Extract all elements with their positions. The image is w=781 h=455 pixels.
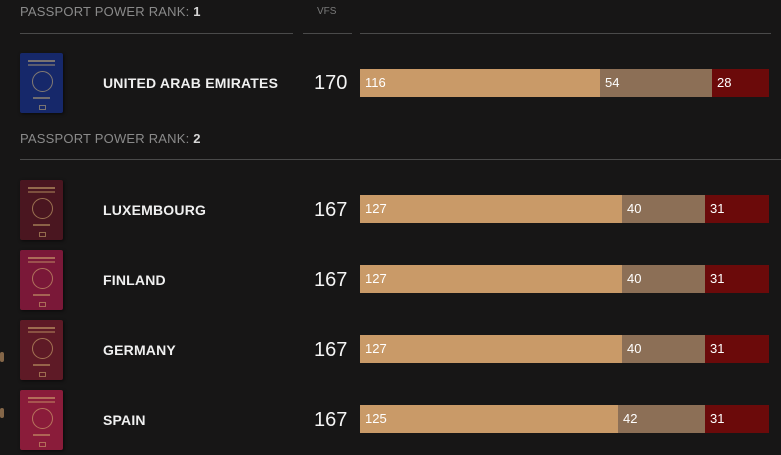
visa-on-arrival-segment: 54 — [600, 69, 712, 97]
country-name: LUXEMBOURG — [103, 202, 207, 218]
edge-decoration — [0, 408, 4, 418]
passport-cover-image — [20, 250, 63, 310]
visa-free-segment: 116 — [360, 69, 600, 97]
visa-on-arrival-segment: 42 — [618, 405, 705, 433]
country-row-spain[interactable]: SPAIN 167 125 42 31 — [0, 390, 781, 450]
divider — [360, 33, 771, 34]
visa-stacked-bar: 127 40 31 — [360, 195, 769, 223]
vfs-score: 167 — [314, 269, 348, 291]
rank-number: 1 — [193, 4, 201, 19]
vfs-score: 167 — [314, 339, 348, 361]
rank-header-2: PASSPORT POWER RANK: 2 — [20, 127, 781, 157]
visa-stacked-bar: 127 40 31 — [360, 335, 769, 363]
visa-on-arrival-segment: 40 — [622, 195, 705, 223]
passport-cover-image — [20, 390, 63, 450]
passport-cover-image — [20, 320, 63, 380]
emblem-icon — [32, 268, 53, 289]
rank-label: PASSPORT POWER RANK: 2 — [20, 131, 201, 146]
country-row-luxembourg[interactable]: LUXEMBOURG 167 127 40 31 — [0, 180, 781, 240]
edge-decoration — [0, 352, 4, 362]
country-row-finland[interactable]: FINLAND 167 127 40 31 — [0, 250, 781, 310]
visa-required-segment: 28 — [712, 69, 769, 97]
vfs-score: 167 — [314, 409, 348, 431]
visa-stacked-bar: 125 42 31 — [360, 405, 769, 433]
rank-header-1: PASSPORT POWER RANK: 1 VFS — [20, 0, 781, 30]
emblem-icon — [32, 198, 53, 219]
visa-stacked-bar: 127 40 31 — [360, 265, 769, 293]
visa-free-segment: 127 — [360, 265, 622, 293]
emblem-icon — [32, 71, 53, 92]
visa-on-arrival-segment: 40 — [622, 265, 705, 293]
country-name: GERMANY — [103, 342, 176, 358]
country-name: FINLAND — [103, 272, 166, 288]
visa-on-arrival-segment: 40 — [622, 335, 705, 363]
visa-required-segment: 31 — [705, 195, 769, 223]
passport-cover-image — [20, 53, 63, 113]
country-name: UNITED ARAB EMIRATES — [103, 75, 279, 91]
emblem-icon — [32, 338, 53, 359]
vfs-score: 167 — [314, 199, 348, 221]
country-name: SPAIN — [103, 412, 146, 428]
divider — [20, 33, 293, 34]
vfs-column-label: VFS — [317, 6, 337, 17]
country-row-germany[interactable]: GERMANY 167 127 40 31 — [0, 320, 781, 380]
visa-free-segment: 127 — [360, 335, 622, 363]
rank-number: 2 — [193, 131, 201, 146]
visa-free-segment: 127 — [360, 195, 622, 223]
visa-required-segment: 31 — [705, 405, 769, 433]
visa-stacked-bar: 116 54 28 — [360, 69, 769, 97]
vfs-score: 170 — [314, 72, 348, 94]
visa-required-segment: 31 — [705, 335, 769, 363]
country-row-uae[interactable]: UNITED ARAB EMIRATES 170 116 54 28 — [0, 53, 781, 113]
divider — [303, 33, 352, 34]
visa-free-segment: 125 — [360, 405, 618, 433]
divider — [20, 159, 781, 160]
rank-label: PASSPORT POWER RANK: 1 — [20, 4, 201, 19]
emblem-icon — [32, 408, 53, 429]
passport-cover-image — [20, 180, 63, 240]
visa-required-segment: 31 — [705, 265, 769, 293]
